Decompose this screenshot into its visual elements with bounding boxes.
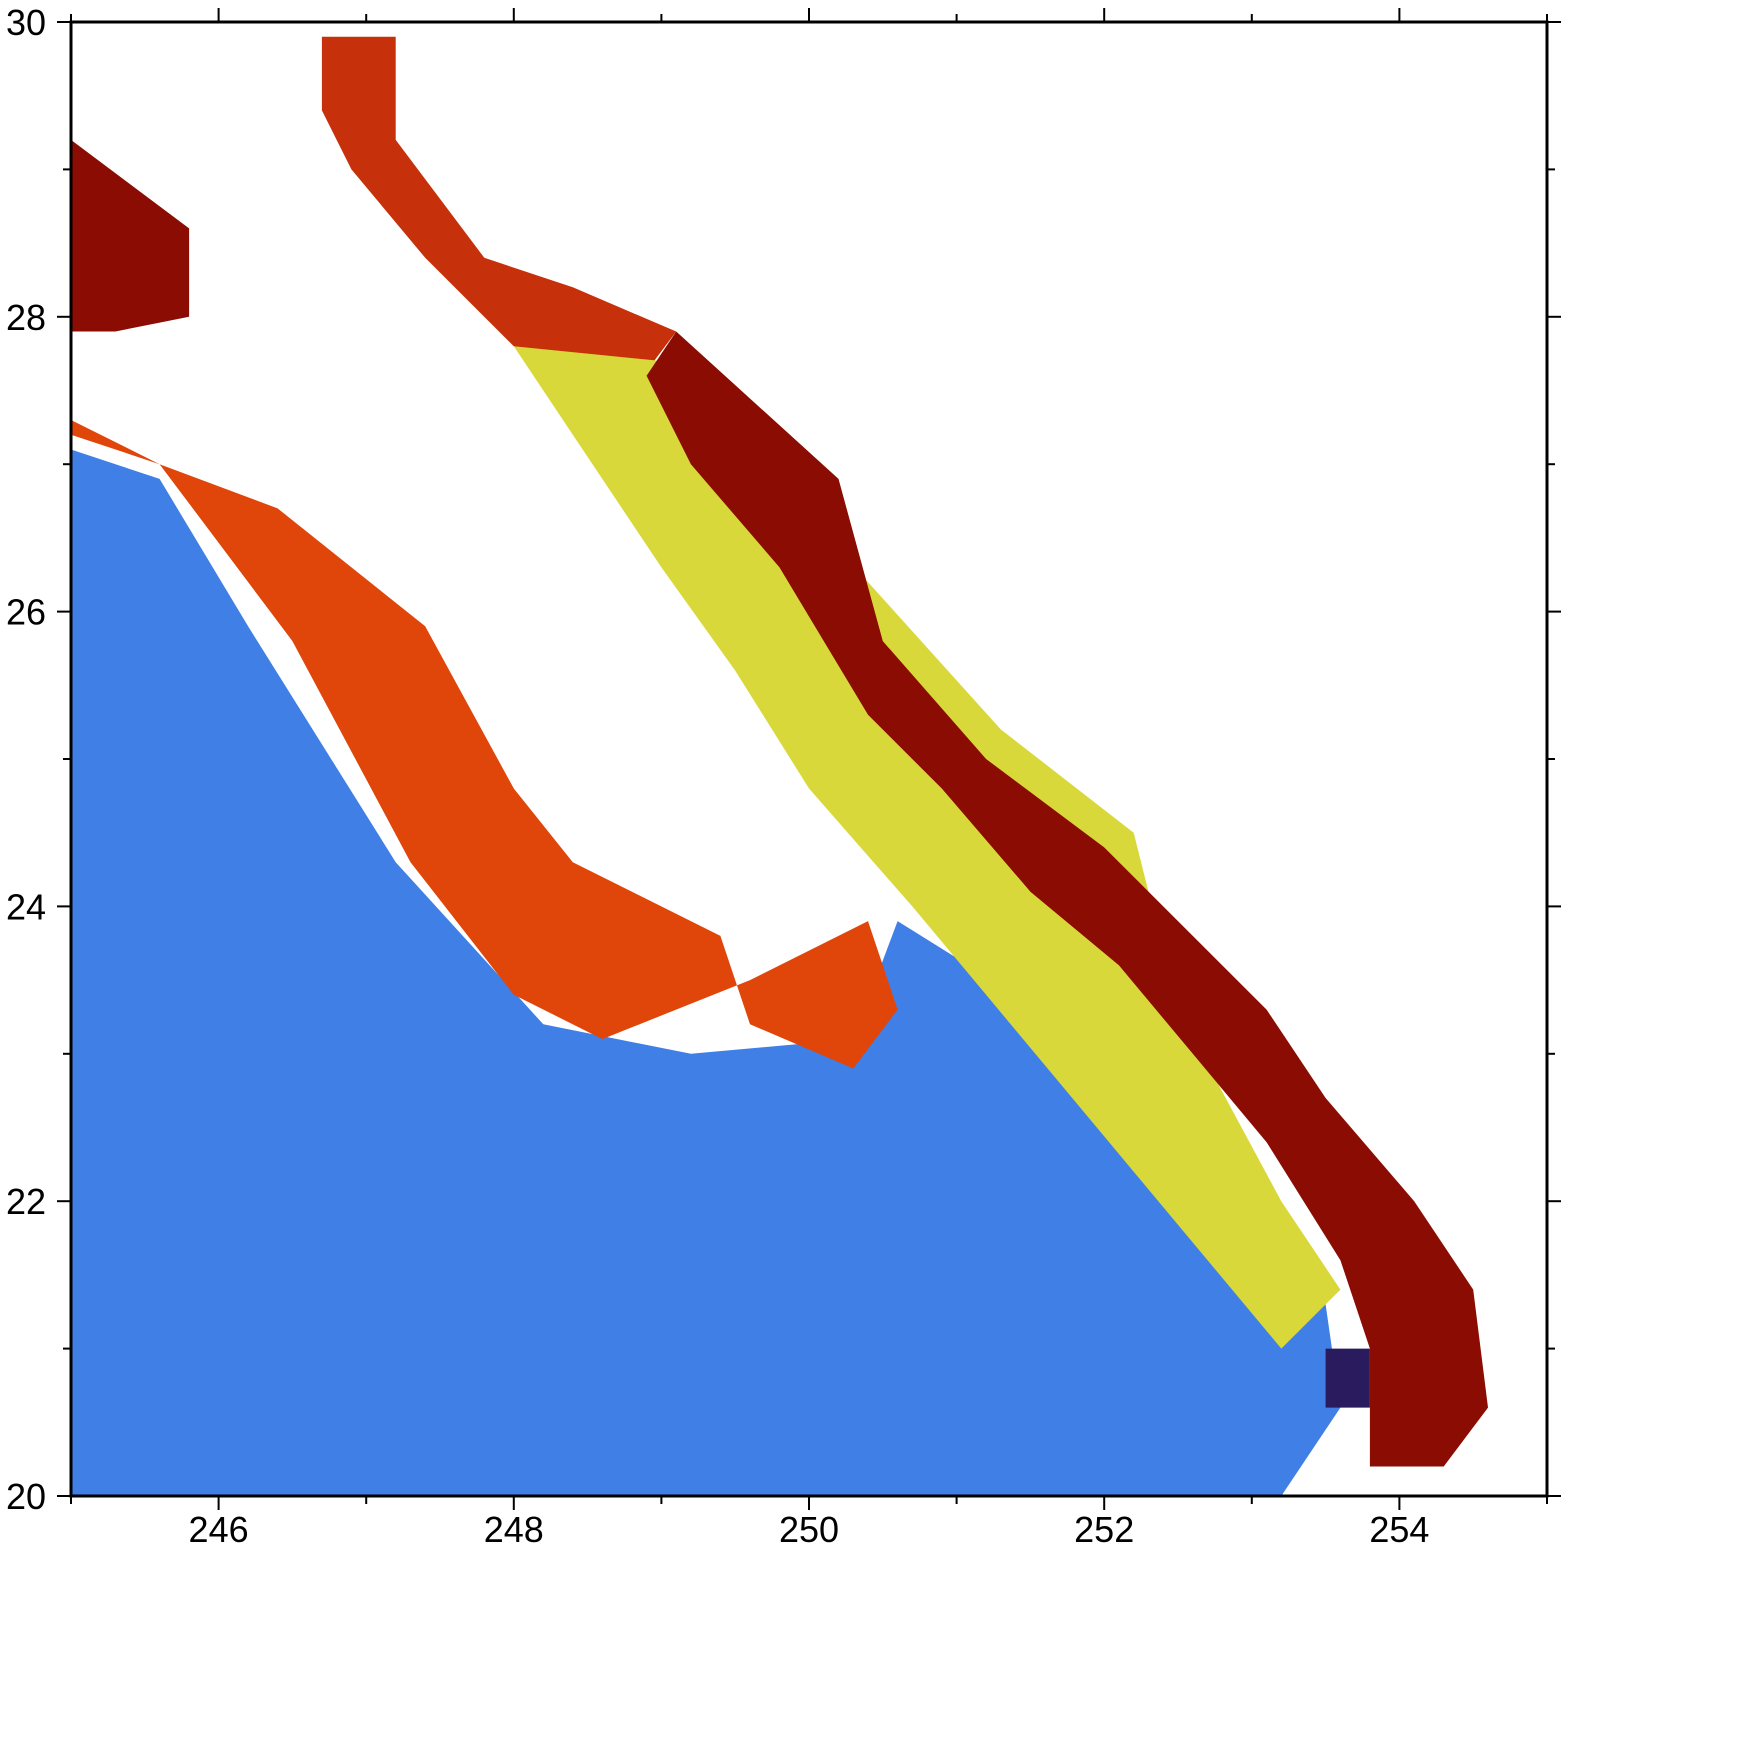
mainland-coastal-darkred-region [646,331,1488,1467]
heatmap-layer [71,36,1488,1496]
x-tick-label: 254 [1369,1509,1429,1550]
x-tick-label: 248 [484,1509,544,1550]
gulf-central-yellow-region [513,346,1341,1349]
axis-ticks [57,8,1561,1510]
cold-upwelling-spot-region [1325,1348,1370,1408]
y-tick-label: 20 [6,1476,46,1517]
y-tick-label: 22 [6,1181,46,1222]
peninsula-interior-north-region [71,139,190,332]
ocean-open-water-region [71,449,1341,1496]
x-tick-label: 252 [1074,1509,1134,1550]
x-tick-label: 250 [779,1509,839,1550]
coastal-band-peninsula-west-region [71,420,898,1069]
y-tick-label: 26 [6,592,46,633]
x-tick-label: 246 [189,1509,249,1550]
y-tick-label: 24 [6,886,46,927]
gulf-upper-warm-water-region [321,36,677,391]
y-tick-label: 30 [6,2,46,43]
axis-tick-labels: 246 248 250 252 254 20 22 24 26 28 30 [6,2,1429,1550]
y-tick-label: 28 [6,297,46,338]
